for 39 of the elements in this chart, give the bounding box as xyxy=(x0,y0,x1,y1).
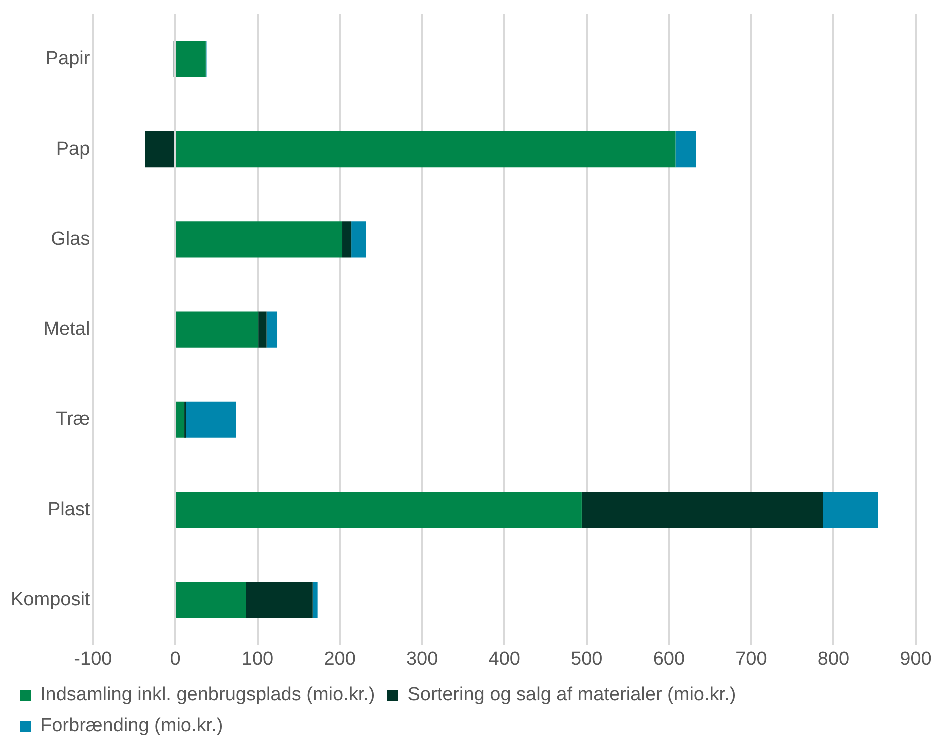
bar xyxy=(176,222,343,258)
bar xyxy=(176,402,185,438)
bar xyxy=(258,312,267,348)
x-tick-label: 300 xyxy=(406,648,438,670)
x-tick-label: 600 xyxy=(653,648,686,670)
y-tick-label: Metal xyxy=(44,319,90,340)
y-tick-label: Glas xyxy=(51,228,90,250)
bar xyxy=(676,132,696,168)
bar xyxy=(823,492,878,528)
x-tick-label: 500 xyxy=(571,648,603,670)
bar xyxy=(176,312,259,348)
x-tick-label: 100 xyxy=(242,648,274,670)
bar xyxy=(582,492,824,528)
bar xyxy=(266,312,278,348)
bar xyxy=(176,41,206,78)
bar xyxy=(186,402,236,438)
legend-label: Sortering og salg af materialer (mio.kr.) xyxy=(408,684,736,706)
bar xyxy=(145,132,174,168)
bar xyxy=(176,132,676,168)
bar xyxy=(342,222,352,258)
bar xyxy=(176,492,582,528)
bar xyxy=(176,582,246,618)
bar xyxy=(312,582,318,618)
x-tick-label: 800 xyxy=(818,648,850,670)
y-tick-label: Komposit xyxy=(11,589,91,610)
x-tick-label: 900 xyxy=(900,648,932,670)
y-tick-label: Papir xyxy=(46,48,91,70)
legend-label: Indsamling inkl. genbrugsplads (mio.kr.) xyxy=(40,684,376,706)
bar xyxy=(352,222,366,258)
y-tick-label: Pap xyxy=(56,138,90,160)
x-tick-label: 0 xyxy=(170,648,181,670)
x-tick-label: 700 xyxy=(736,648,768,670)
y-tick-label: Plast xyxy=(48,499,91,520)
y-tick-label: Træ xyxy=(56,409,90,430)
bar xyxy=(246,582,313,618)
legend-label: Forbrænding (mio.kr.) xyxy=(40,716,224,737)
x-tick-label: 200 xyxy=(324,648,356,670)
x-tick-label: -100 xyxy=(74,648,112,670)
x-tick-label: 400 xyxy=(488,648,520,670)
